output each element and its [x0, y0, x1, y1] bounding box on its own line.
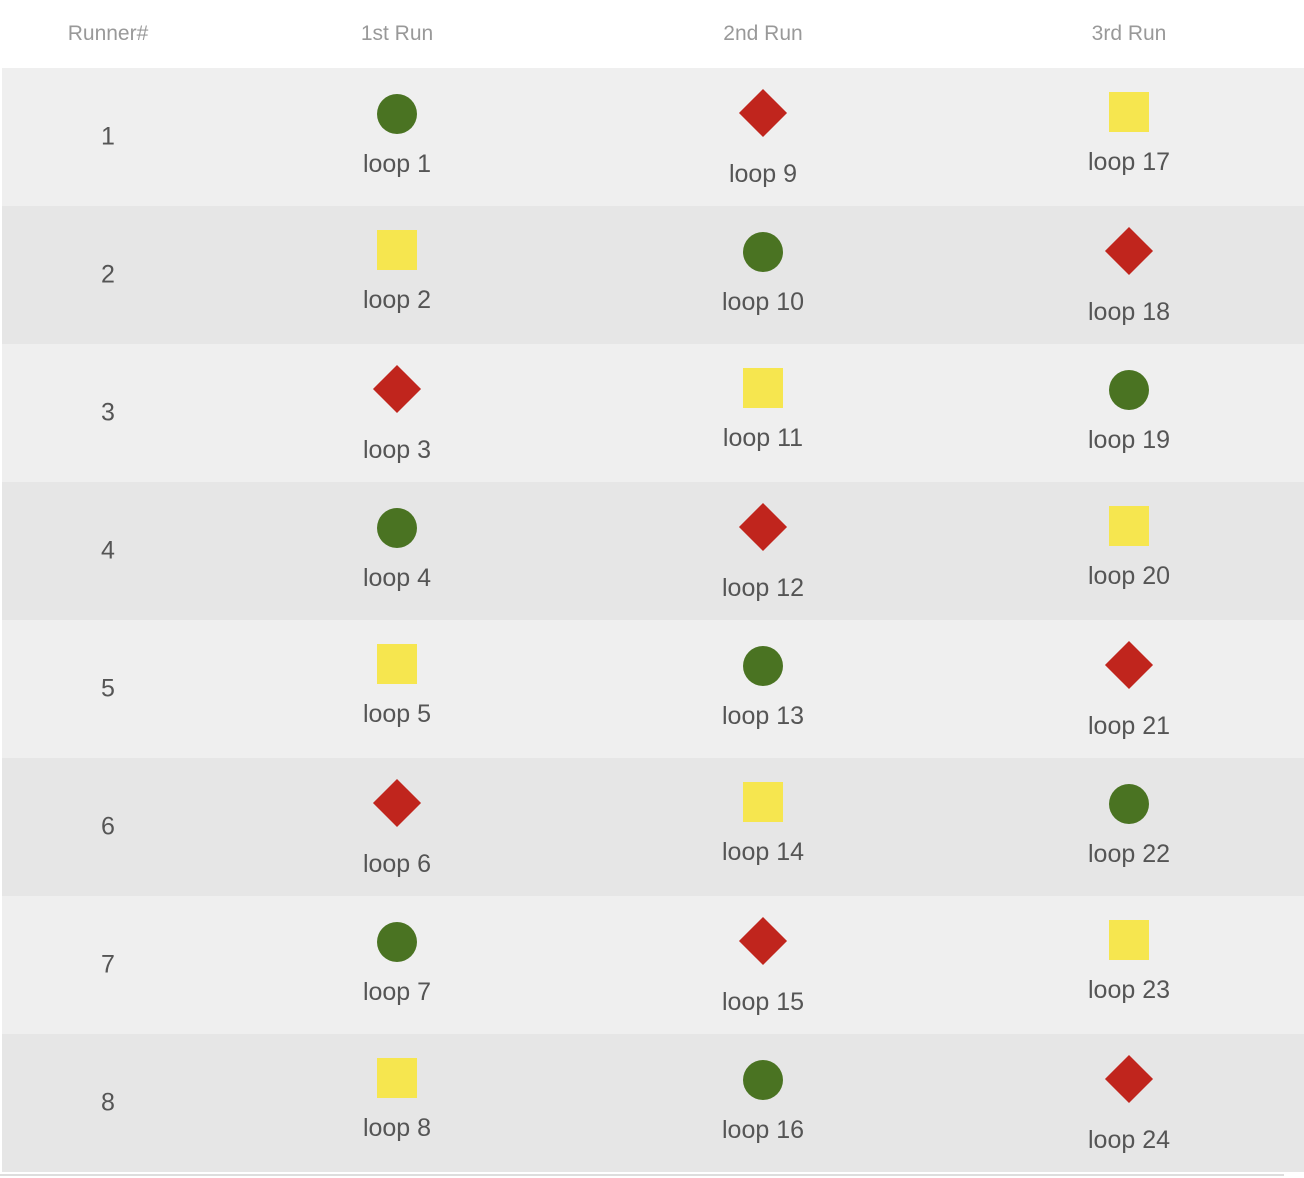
loop-label: loop 14: [721, 838, 805, 866]
run-cell: loop 17: [1029, 68, 1229, 206]
table-row: 8 loop 8 loop 16 loop 24: [2, 1034, 1304, 1172]
run-cell: loop 11: [663, 344, 863, 482]
run-cell: loop 23: [1029, 896, 1229, 1034]
run-cell: loop 6: [297, 758, 497, 896]
loop-label: loop 9: [728, 160, 798, 188]
runner-number: 7: [101, 950, 115, 979]
diamond-icon: [372, 364, 422, 414]
loop-label: loop 5: [362, 700, 432, 728]
circle-icon: [377, 94, 417, 134]
circle-icon: [743, 232, 783, 272]
table-row: 3 loop 3 loop 11 loop 19: [2, 344, 1304, 482]
header-runner: Runner#: [67, 22, 149, 45]
run-cell: loop 18: [1029, 206, 1229, 344]
square-icon: [1109, 92, 1149, 132]
table-row: 6 loop 6 loop 14 loop 22: [2, 758, 1304, 896]
circle-icon: [1109, 370, 1149, 410]
square-icon: [377, 644, 417, 684]
loop-label: loop 8: [362, 1114, 432, 1142]
run-cell: loop 21: [1029, 620, 1229, 758]
circle-icon: [377, 508, 417, 548]
table-row: 2 loop 2 loop 10 loop 18: [2, 206, 1304, 344]
loop-label: loop 16: [721, 1116, 805, 1144]
square-icon: [377, 1058, 417, 1098]
run-cell: loop 16: [663, 1034, 863, 1172]
runner-number: 6: [101, 812, 115, 841]
loop-label: loop 13: [721, 702, 805, 730]
diamond-icon: [372, 778, 422, 828]
table-row: 7 loop 7 loop 15 loop 23: [2, 896, 1304, 1034]
run-cell: loop 4: [297, 482, 497, 620]
loop-label: loop 22: [1087, 840, 1171, 868]
circle-icon: [743, 646, 783, 686]
diamond-icon: [1104, 226, 1154, 276]
run-cell: loop 8: [297, 1034, 497, 1172]
diamond-icon: [738, 916, 788, 966]
square-icon: [1109, 920, 1149, 960]
loop-label: loop 23: [1087, 976, 1171, 1004]
loop-label: loop 18: [1087, 298, 1171, 326]
loop-label: loop 4: [362, 564, 432, 592]
loop-label: loop 17: [1087, 148, 1171, 176]
run-cell: loop 19: [1029, 344, 1229, 482]
loop-label: loop 7: [362, 978, 432, 1006]
diamond-icon: [1104, 640, 1154, 690]
loop-label: loop 1: [362, 150, 432, 178]
header-3rd-run: 3rd Run: [1091, 22, 1167, 45]
square-icon: [743, 368, 783, 408]
run-cell: loop 12: [663, 482, 863, 620]
circle-icon: [1109, 784, 1149, 824]
run-cell: loop 14: [663, 758, 863, 896]
loop-label: loop 15: [721, 988, 805, 1016]
table-row: 1 loop 1 loop 9 loop 17: [2, 68, 1304, 206]
square-icon: [377, 230, 417, 270]
table-bottom-rule: [0, 1174, 1284, 1176]
run-cell: loop 3: [297, 344, 497, 482]
run-cell: loop 10: [663, 206, 863, 344]
runner-number: 5: [101, 674, 115, 703]
run-cell: loop 2: [297, 206, 497, 344]
loop-label: loop 2: [362, 286, 432, 314]
square-icon: [743, 782, 783, 822]
loop-label: loop 20: [1087, 562, 1171, 590]
diamond-icon: [738, 502, 788, 552]
loop-label: loop 3: [362, 436, 432, 464]
diamond-icon: [1104, 1054, 1154, 1104]
header-1st-run: 1st Run: [360, 22, 434, 45]
circle-icon: [377, 922, 417, 962]
run-cell: loop 20: [1029, 482, 1229, 620]
circle-icon: [743, 1060, 783, 1100]
runner-number: 4: [101, 536, 115, 565]
loop-label: loop 10: [721, 288, 805, 316]
table-row: 5 loop 5 loop 13 loop 21: [2, 620, 1304, 758]
loop-label: loop 6: [362, 850, 432, 878]
square-icon: [1109, 506, 1149, 546]
loop-label: loop 21: [1087, 712, 1171, 740]
run-cell: loop 1: [297, 68, 497, 206]
loop-label: loop 11: [722, 424, 804, 452]
run-cell: loop 13: [663, 620, 863, 758]
run-cell: loop 7: [297, 896, 497, 1034]
header-2nd-run: 2nd Run: [723, 22, 803, 45]
runner-number: 8: [101, 1088, 115, 1117]
run-cell: loop 5: [297, 620, 497, 758]
loop-label: loop 19: [1087, 426, 1171, 454]
runner-number: 2: [101, 260, 115, 289]
loop-label: loop 12: [721, 574, 805, 602]
run-cell: loop 9: [663, 68, 863, 206]
runner-number: 3: [101, 398, 115, 427]
runner-number: 1: [101, 122, 115, 151]
table-row: 4 loop 4 loop 12 loop 20: [2, 482, 1304, 620]
run-cell: loop 24: [1029, 1034, 1229, 1172]
run-cell: loop 15: [663, 896, 863, 1034]
run-cell: loop 22: [1029, 758, 1229, 896]
table-body: 1 loop 1 loop 9 loop 17 2 loop 2 loop 10 loop 1…: [2, 68, 1304, 1172]
diamond-icon: [738, 88, 788, 138]
table-header: Runner# 1st Run 2nd Run 3rd Run: [2, 0, 1304, 68]
loop-label: loop 24: [1087, 1126, 1171, 1154]
